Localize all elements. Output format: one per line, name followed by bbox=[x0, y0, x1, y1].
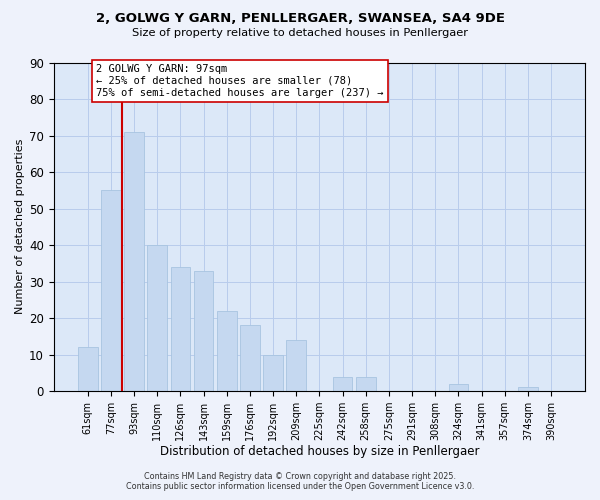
Y-axis label: Number of detached properties: Number of detached properties bbox=[15, 139, 25, 314]
Bar bbox=[101, 190, 121, 391]
Text: 2 GOLWG Y GARN: 97sqm
← 25% of detached houses are smaller (78)
75% of semi-deta: 2 GOLWG Y GARN: 97sqm ← 25% of detached … bbox=[96, 64, 383, 98]
Text: Contains HM Land Registry data © Crown copyright and database right 2025.
Contai: Contains HM Land Registry data © Crown c… bbox=[126, 472, 474, 491]
Bar bbox=[286, 340, 306, 391]
Bar bbox=[240, 326, 260, 391]
Text: Size of property relative to detached houses in Penllergaer: Size of property relative to detached ho… bbox=[132, 28, 468, 38]
X-axis label: Distribution of detached houses by size in Penllergaer: Distribution of detached houses by size … bbox=[160, 444, 479, 458]
Bar bbox=[333, 376, 352, 391]
Bar bbox=[124, 132, 144, 391]
Bar bbox=[217, 311, 236, 391]
Bar bbox=[78, 348, 98, 391]
Bar bbox=[449, 384, 468, 391]
Bar bbox=[518, 388, 538, 391]
Text: 2, GOLWG Y GARN, PENLLERGAER, SWANSEA, SA4 9DE: 2, GOLWG Y GARN, PENLLERGAER, SWANSEA, S… bbox=[95, 12, 505, 26]
Bar bbox=[170, 267, 190, 391]
Bar bbox=[356, 376, 376, 391]
Bar bbox=[148, 245, 167, 391]
Bar bbox=[263, 354, 283, 391]
Bar bbox=[194, 270, 214, 391]
